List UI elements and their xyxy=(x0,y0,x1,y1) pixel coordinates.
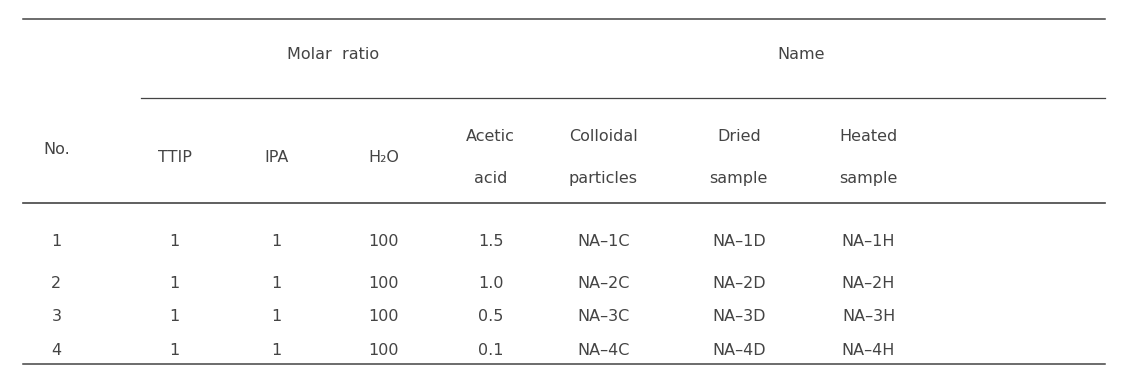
Text: NA–4C: NA–4C xyxy=(578,343,629,358)
Text: 3: 3 xyxy=(52,309,61,324)
Text: NA–3C: NA–3C xyxy=(578,309,629,324)
Text: 100: 100 xyxy=(368,309,399,324)
Text: 1.5: 1.5 xyxy=(478,234,503,249)
Text: NA–2C: NA–2C xyxy=(578,276,629,291)
Text: 1: 1 xyxy=(169,276,180,291)
Text: particles: particles xyxy=(569,171,638,186)
Text: 2: 2 xyxy=(52,276,61,291)
Text: NA–1C: NA–1C xyxy=(578,234,629,249)
Text: 0.5: 0.5 xyxy=(478,309,503,324)
Text: No.: No. xyxy=(43,142,70,158)
Text: acid: acid xyxy=(474,171,508,186)
Text: 0.1: 0.1 xyxy=(478,343,503,358)
Text: 1: 1 xyxy=(169,234,180,249)
Text: 1: 1 xyxy=(271,276,282,291)
Text: 100: 100 xyxy=(368,234,399,249)
Text: 1: 1 xyxy=(51,234,62,249)
Text: TTIP: TTIP xyxy=(158,150,192,165)
Text: NA–3H: NA–3H xyxy=(841,309,896,324)
Text: Colloidal: Colloidal xyxy=(570,129,637,144)
Text: 4: 4 xyxy=(52,343,61,358)
Text: 1: 1 xyxy=(271,309,282,324)
Text: Acetic: Acetic xyxy=(466,129,515,144)
Text: H₂O: H₂O xyxy=(368,150,399,165)
Text: Dried: Dried xyxy=(717,129,760,144)
Text: NA–2D: NA–2D xyxy=(712,276,766,291)
Text: sample: sample xyxy=(839,171,898,186)
Text: Molar  ratio: Molar ratio xyxy=(287,47,379,62)
Text: NA–3D: NA–3D xyxy=(712,309,766,324)
Text: NA–4D: NA–4D xyxy=(712,343,766,358)
Text: NA–4H: NA–4H xyxy=(841,343,896,358)
Text: 100: 100 xyxy=(368,343,399,358)
Text: sample: sample xyxy=(710,171,768,186)
Text: Heated: Heated xyxy=(839,129,898,144)
Text: IPA: IPA xyxy=(264,150,289,165)
Text: NA–2H: NA–2H xyxy=(841,276,896,291)
Text: 1: 1 xyxy=(271,343,282,358)
Text: 1: 1 xyxy=(169,309,180,324)
Text: NA–1H: NA–1H xyxy=(841,234,896,249)
Text: 1.0: 1.0 xyxy=(478,276,503,291)
Text: 1: 1 xyxy=(169,343,180,358)
Text: 1: 1 xyxy=(271,234,282,249)
Text: NA–1D: NA–1D xyxy=(712,234,766,249)
Text: 100: 100 xyxy=(368,276,399,291)
Text: Name: Name xyxy=(777,47,825,62)
